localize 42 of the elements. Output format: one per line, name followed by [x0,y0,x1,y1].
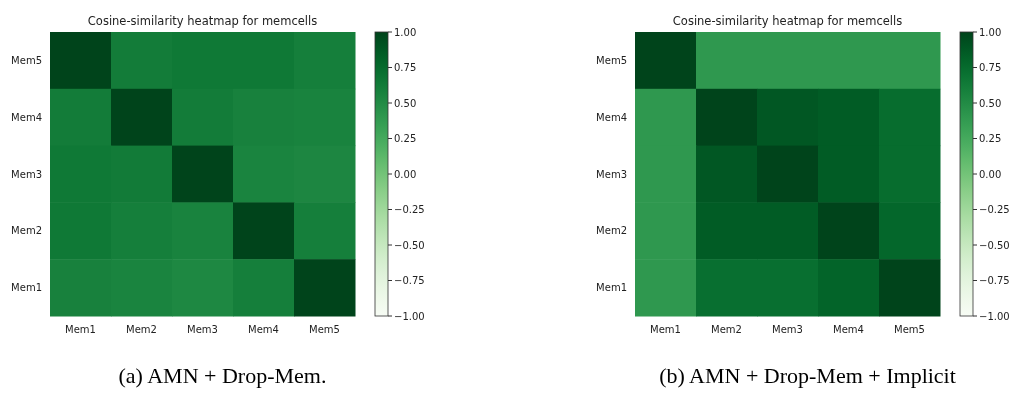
y-tick-label: Mem3 [11,168,42,180]
y-tick-label: Mem4 [11,111,42,123]
color-bar-label: 0.25 [394,133,417,144]
x-tick-label: Mem1 [65,324,96,335]
y-tick-label: Mem4 [596,111,627,123]
color-bar-label: 0.00 [979,168,1002,180]
color-bar-label: 0.25 [979,133,1002,144]
color-bar-label: 1.00 [979,26,1002,38]
color-bar-label: 0.50 [394,97,417,109]
y-tick-label: Mem1 [596,282,627,294]
x-tick-label: Mem3 [187,324,218,335]
y-tick-label: Mem2 [596,225,627,237]
color-bar-label: 0.50 [979,97,1002,109]
color-bar-label: −0.50 [979,239,1010,251]
color-bar-label: 1.00 [394,26,417,38]
color-bar-label: −0.75 [979,275,1010,286]
x-tick-label: Mem5 [309,324,340,335]
color-bar-label: −0.50 [394,239,425,251]
x-tick-label: Mem2 [711,324,742,335]
color-bar-label: −1.00 [394,310,425,322]
x-tick-label: Mem3 [772,324,803,335]
x-tick-label: Mem1 [650,324,681,335]
y-tick-label: Mem1 [11,282,42,294]
chart-title: Cosine-similarity heatmap for memcells [672,14,903,28]
y-tick-label: Mem3 [596,168,627,180]
color-bar-label: −0.25 [394,204,425,215]
color-bar-label: −1.00 [979,310,1010,322]
x-tick-label: Mem5 [894,324,925,335]
color-bar-label: −0.75 [394,275,425,286]
color-bar-label: 0.00 [394,168,417,180]
y-tick-label: Mem5 [596,54,627,66]
chart-title: Cosine-similarity heatmap for memcells [87,14,318,28]
color-bar-label: 0.75 [394,62,417,73]
y-tick-label: Mem2 [11,225,42,237]
x-tick-label: Mem4 [833,324,864,335]
text: (a) AMN + Drop-Mem. [118,363,327,388]
text: (b) AMN + Drop-Mem + Implicit [659,363,956,388]
x-tick-label: Mem2 [126,324,157,335]
y-tick-label: Mem5 [11,54,42,66]
color-bar-label: 0.75 [979,62,1002,73]
x-tick-label: Mem4 [248,324,279,335]
color-bar-label: −0.25 [979,204,1010,215]
